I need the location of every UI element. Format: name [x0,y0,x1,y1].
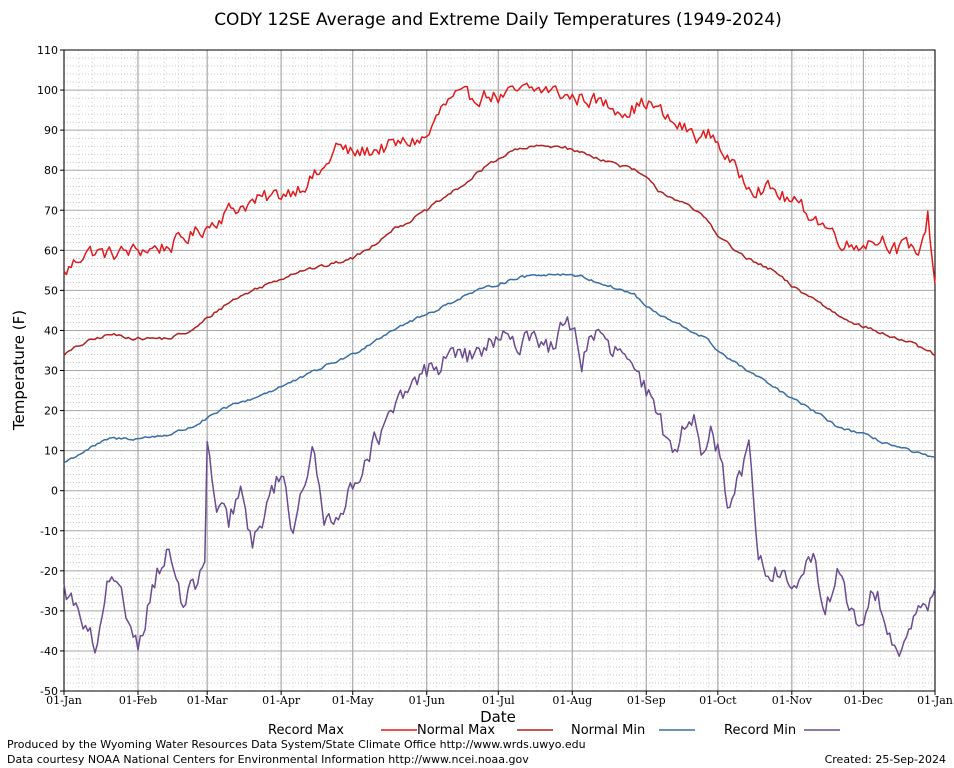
y-tick-label: -40 [40,645,58,658]
legend-label: Normal Min [571,723,645,738]
y-tick-label: 90 [44,124,58,137]
legend-label: Record Min [724,723,796,738]
y-tick-label: -20 [40,565,58,578]
legend: Record Max Normal Max Normal Min Record Min [268,723,840,738]
footer-producer: Produced by the Wyoming Water Resources … [7,738,586,751]
x-tick-label: 01-Aug [552,694,592,707]
x-tick-label: 01-Mar [187,694,229,707]
y-tick-label: -30 [40,605,58,618]
chart-title: CODY 12SE Average and Extreme Daily Temp… [214,10,782,30]
x-tick-label: 01-Jan [917,694,953,707]
y-tick-label: 30 [44,365,58,378]
x-tick-label: 01-Jul [482,694,515,707]
y-tick-label: 40 [44,324,58,337]
series-line-record-max [63,82,936,284]
y-tick-label: 50 [44,284,58,297]
y-tick-label: 110 [37,44,58,57]
y-tick-label: 0 [51,485,58,498]
series-line-record-min [63,316,936,657]
x-tick-label: 01-May [332,694,375,707]
x-tick-label: 01-Jun [409,694,445,707]
y-tick-label: 10 [44,445,58,458]
y-tick-label: 100 [37,84,58,97]
y-axis: -50 -40 -30 -20 -10 0 10 20 30 40 50 60 70 80 90 100 110 [37,44,64,698]
series-line-normal-min [63,273,936,464]
x-axis: 01-Jan 01-Feb 01-Mar 01-Apr 01-May 01-Jun 01-J… [46,691,953,707]
footer-created: Created: 25-Sep-2024 [824,753,946,766]
legend-label: Record Max [268,723,344,738]
y-tick-label: 20 [44,405,58,418]
legend-label: Normal Max [417,723,495,738]
x-tick-label: 01-Oct [699,694,737,707]
y-tick-label: 80 [44,164,58,177]
y-tick-label: -10 [40,525,58,538]
x-tick-label: 01-Jan [46,694,82,707]
y-tick-label: -50 [40,685,58,698]
x-tick-label: 01-Feb [119,694,157,707]
y-tick-label: 60 [44,244,58,257]
x-tick-label: 01-Apr [262,694,301,707]
x-tick-label: 01-Sep [627,694,666,707]
x-axis-label: Date [480,708,516,726]
series-lines [63,82,936,657]
y-tick-label: 70 [44,204,58,217]
y-axis-label: Temperature (F) [10,310,28,431]
x-tick-label: 01-Nov [772,694,813,707]
footer-data-source: Data courtesy NOAA National Centers for … [7,753,529,766]
series-line-normal-max [63,144,936,357]
x-tick-label: 01-Dec [844,694,883,707]
